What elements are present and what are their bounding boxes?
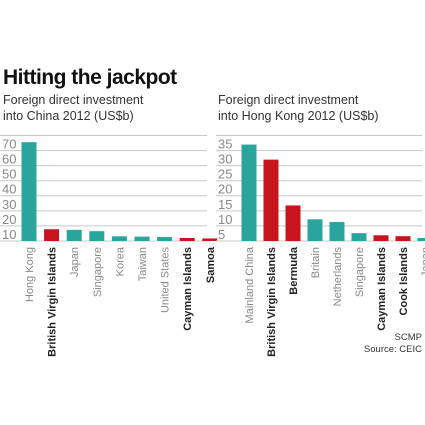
right-y-tick-label: 15 [218,197,232,212]
left-y-tick-label: 40 [2,182,16,197]
left-bar [89,231,105,241]
right-category-label: Netherlands [332,247,344,307]
left-category-label: Taiwan [137,247,149,281]
right-bar [307,219,323,241]
left-y-tick-label: 20 [2,212,16,227]
right-y-tick-label: 30 [218,152,232,167]
right-y-tick-label: 35 [218,137,232,152]
right-y-tick-label: 25 [218,167,232,182]
left-y-tick-label: 10 [2,227,16,242]
right-bar [329,222,345,241]
right-y-tick-label: 10 [218,212,232,227]
left-bar [111,236,127,241]
right-bar [351,233,367,241]
left-y-tick-label: 60 [2,152,16,167]
left-y-tick-label: 70 [2,137,16,152]
right-category-label: Mainland China [244,246,256,323]
left-chart-title-line-1: Foreign direct investment [3,93,144,107]
credit: SCMP [394,332,422,343]
left-category-label: Singapore [92,247,104,297]
left-category-label: Hong Kong [24,247,36,302]
left-category-label: British Virgin Islands [47,247,59,357]
right-bar [285,205,301,241]
left-category-label: Cayman Islands [182,247,194,331]
headline: Hitting the jackpot [3,66,177,89]
right-bar [373,235,389,241]
footer: SCMP Source: CEIC [300,332,422,356]
right-bar [263,159,279,241]
left-bar [202,238,218,241]
right-category-label: Japan [420,247,425,277]
left-bar [179,237,195,241]
left-y-tick-label: 50 [2,167,16,182]
right-category-label: Britain [310,247,322,278]
left-category-label: United States [160,247,172,314]
right-chart-title-line-1: Foreign direct investment [218,93,359,107]
left-bar [21,142,37,241]
left-category-label: Samoa [205,246,217,283]
right-y-tick-label: 20 [218,182,232,197]
right-category-label: Singapore [354,247,366,297]
left-y-tick-label: 30 [2,197,16,212]
right-chart-title-line-2: into Hong Kong 2012 (US$b) [218,109,379,123]
source: Source: CEIC [363,344,422,355]
right-bar [417,237,425,241]
left-category-label: Korea [114,246,126,276]
right-bar [241,144,257,241]
left-chart-title-line-2: into China 2012 (US$b) [3,109,134,123]
left-category-label: Japan [69,247,81,277]
left-bar [66,229,82,241]
right-category-label: Cook Islands [398,247,410,315]
left-bar [157,237,173,241]
right-category-label: Cayman Islands [376,247,388,331]
left-bar [134,236,150,241]
right-bar [395,236,411,241]
right-category-label: Bermuda [288,246,300,295]
right-y-tick-label: 5 [218,227,225,242]
right-category-label: British Virgin Islands [266,247,278,357]
left-bar [44,229,60,241]
